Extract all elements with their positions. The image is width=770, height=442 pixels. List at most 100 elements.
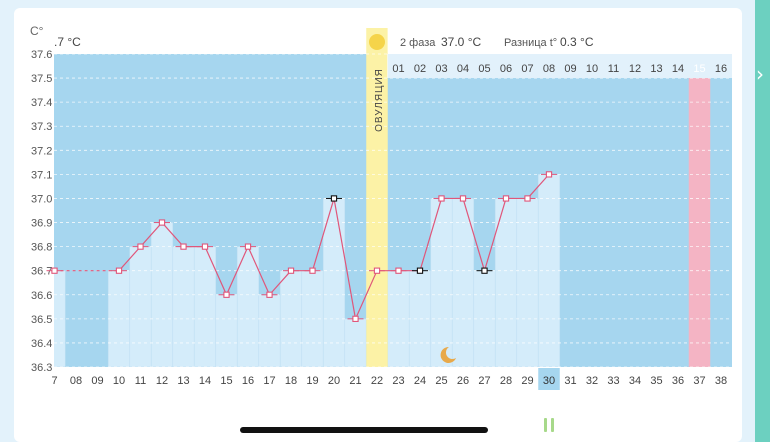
x-tick-label: 31 <box>564 375 576 387</box>
data-point <box>244 243 252 250</box>
phase2-day-label: 12 <box>629 63 641 75</box>
data-point <box>416 267 424 274</box>
x-tick-label: 20 <box>328 375 340 387</box>
series-segment <box>333 198 357 319</box>
sun-icon <box>369 34 385 50</box>
y-tick-label: 36.3 <box>31 362 52 374</box>
y-tick-label: 36.8 <box>31 242 52 254</box>
current-day-highlight <box>538 368 560 390</box>
data-point <box>481 267 488 274</box>
series-segment <box>118 246 141 272</box>
x-tick-label: 32 <box>586 375 598 387</box>
phase2-day-label: 03 <box>435 63 447 75</box>
data-point <box>352 315 359 322</box>
phase2-day-label: 04 <box>457 63 469 75</box>
data-point <box>545 171 553 178</box>
home-indicator <box>240 427 488 433</box>
pause-icon <box>544 418 554 432</box>
x-tick-label: 22 <box>371 375 383 387</box>
x-tick-label: 21 <box>349 375 361 387</box>
x-tick-label: 7 <box>51 375 57 387</box>
data-point <box>180 243 187 250</box>
phase2-day-label: 14 <box>672 63 684 75</box>
pause-bar <box>544 418 547 432</box>
data-point <box>373 267 381 274</box>
x-tick-label: 14 <box>199 375 211 387</box>
x-tick-label: 30 <box>543 375 555 387</box>
x-tick-label: 08 <box>70 375 82 387</box>
x-tick-label: 25 <box>435 375 447 387</box>
x-tick-label: 36 <box>672 375 684 387</box>
series-segment <box>140 222 163 248</box>
series-segment <box>311 198 335 271</box>
data-point <box>309 267 316 274</box>
pause-bar <box>551 418 554 432</box>
x-tick-label: 38 <box>715 375 727 387</box>
x-tick-label: 13 <box>177 375 189 387</box>
data-point <box>330 195 338 202</box>
x-tick-label: 16 <box>242 375 254 387</box>
data-point <box>51 267 58 274</box>
phase2-day-label: 08 <box>543 63 555 75</box>
series-segment <box>527 173 550 199</box>
temp-diff-value: 0.3 °C <box>560 35 594 49</box>
temp-bar <box>516 198 539 367</box>
y-tick-label: 36.6 <box>31 290 52 302</box>
x-tick-label: 35 <box>650 375 662 387</box>
phase2-day-label: 01 <box>392 63 404 75</box>
chevron-right-icon[interactable]: › <box>756 62 764 86</box>
data-point <box>524 195 531 202</box>
data-point <box>459 195 467 202</box>
series-segment <box>483 198 507 271</box>
y-tick-label: 37.0 <box>31 193 52 205</box>
data-point <box>438 195 445 202</box>
y-tick-label: 36.4 <box>31 338 52 350</box>
x-tick-label: 24 <box>414 375 426 387</box>
phase2-day-label: 11 <box>608 63 619 75</box>
x-tick-label: 10 <box>113 375 125 387</box>
series-segment <box>419 198 443 271</box>
phase2-day-label: 13 <box>650 63 662 75</box>
x-tick-label: 17 <box>263 375 275 387</box>
phase2-day-label: 06 <box>500 63 512 75</box>
data-point <box>201 243 209 250</box>
y-tick-label: 36.7 <box>31 266 52 278</box>
y-tick-label: 37.5 <box>31 73 52 85</box>
y-tick-label: 37.3 <box>31 121 52 133</box>
temp-bar <box>215 294 238 367</box>
series-segment <box>462 198 486 271</box>
phase2-day-label: 02 <box>414 63 426 75</box>
left-temp-fragment: .7 °C <box>54 35 81 49</box>
data-point <box>158 219 166 226</box>
x-tick-label: 09 <box>91 375 103 387</box>
x-tick-label: 26 <box>457 375 469 387</box>
y-tick-label: 37.2 <box>31 145 52 157</box>
series-segment <box>225 246 249 296</box>
phase2-day-label: 07 <box>521 63 533 75</box>
x-tick-label: 12 <box>156 375 168 387</box>
data-point <box>266 291 273 298</box>
series-segment <box>354 270 378 320</box>
header-strip <box>387 28 732 54</box>
data-point <box>395 267 402 274</box>
phase2-day-label: 10 <box>586 63 598 75</box>
y-tick-label: 37.1 <box>31 169 52 181</box>
side-panel-strip <box>755 0 770 442</box>
data-point <box>137 243 144 250</box>
phase2-day-label: 16 <box>715 63 727 75</box>
phase2-day-label: 05 <box>478 63 490 75</box>
series-segment <box>247 246 271 296</box>
y-tick-label: 37.4 <box>31 97 52 109</box>
ovulation-label: ОВУЛЯЦИЯ <box>374 68 385 132</box>
y-tick-label: 36.5 <box>31 314 52 326</box>
data-point <box>223 291 230 298</box>
moon-icon <box>440 346 456 363</box>
x-tick-label: 37 <box>693 375 705 387</box>
x-tick-label: 34 <box>629 375 641 387</box>
series-segment <box>161 222 184 248</box>
temp-diff-label: Разница t° <box>504 37 557 49</box>
x-tick-label: 29 <box>521 375 533 387</box>
data-point <box>287 267 295 274</box>
temp-bar <box>258 294 281 367</box>
